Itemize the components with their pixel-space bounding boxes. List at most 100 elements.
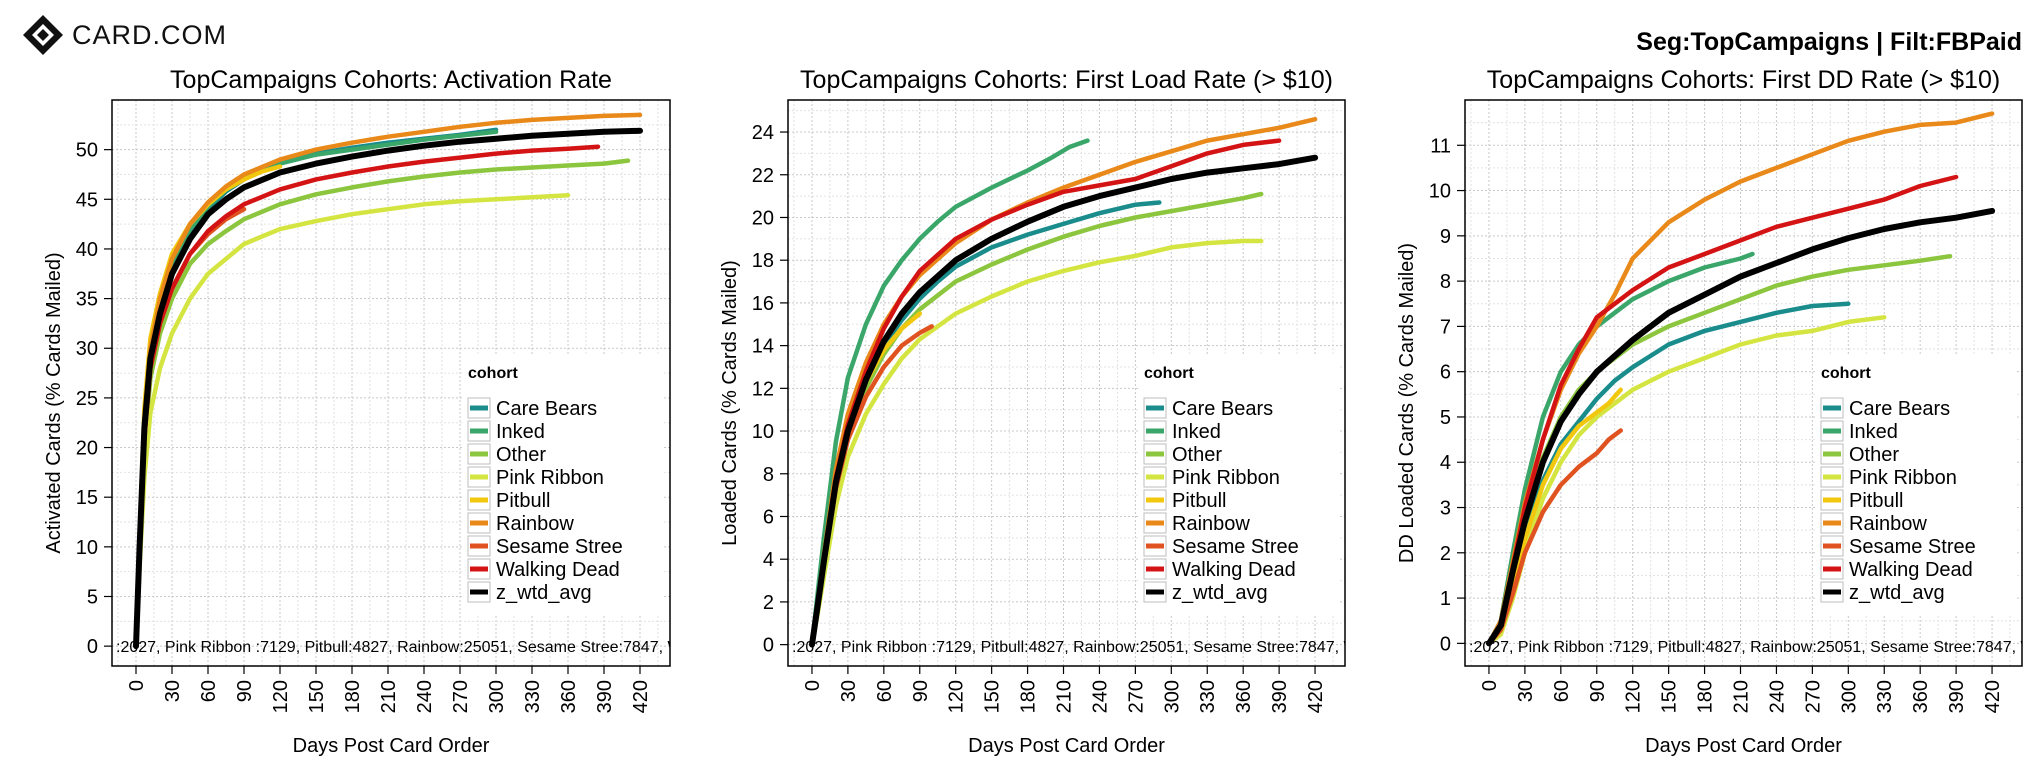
legend-key-box [1143,397,1167,419]
y-tick-label: 11 [1430,135,1451,157]
y-tick-label: 5 [1440,407,1451,429]
legend-key-box [1143,535,1167,557]
x-tick-label: 30 [162,680,184,702]
legend-key-box [467,581,491,603]
legend-item-label: Sesame Stree [1849,536,1976,558]
legend-key-box [1820,489,1844,511]
chart-title: TopCampaigns Cohorts: Activation Rate [170,66,612,94]
y-tick-label: 5 [87,586,98,608]
legend-item-label: Rainbow [1172,513,1250,535]
x-tick-label: 150 [306,680,328,713]
y-tick-label: 14 [752,336,774,358]
legend-item-label: Inked [1172,421,1221,443]
legend-key-box [1820,420,1844,442]
legend-title: cohort [1144,365,1194,382]
plot-border [1464,99,2023,667]
segment-filter-title: Seg:TopCampaigns | Filt:FBPaid [1636,28,2022,56]
legend-item-label: Other [1172,444,1222,466]
y-tick-label: 2 [1440,543,1451,565]
x-tick-label: 210 [378,680,400,713]
x-tick-label: 390 [594,680,616,713]
x-tick-label: 420 [1305,680,1327,713]
series-line-z-wtd-avg [133,127,643,650]
series-lines [809,116,1319,648]
legend-key-box [1820,443,1844,465]
x-tick-label: 360 [1233,680,1255,713]
x-tick-label: 0 [126,680,148,691]
plot-border [111,99,671,667]
y-tick-label: 40 [76,239,98,261]
y-tick-label: 50 [76,140,98,162]
legend-item-label: Pitbull [1849,490,1903,512]
y-tick-label: 16 [752,293,774,315]
x-tick-label: 300 [1838,680,1860,713]
x-tick-label: 240 [414,680,436,713]
series-line-pink-ribbon [809,238,1264,647]
y-tick-label: 25 [76,388,98,410]
cohort-size-footnote: :2027, Pink Ribbon :7129, Pitbull:4827, … [792,639,1359,656]
plot-border [787,99,1346,667]
y-tick-label: 0 [763,635,774,657]
x-axis-label: Days Post Card Order [968,735,1165,757]
legend-key-box [1820,581,1844,603]
legend-key-box [1143,466,1167,488]
y-tick-label: 6 [763,506,774,528]
logo-text: CARD.COM [72,19,227,50]
legend-item-label: Pink Ribbon [1849,467,1957,489]
legend-background [1138,356,1338,616]
legend-key-box [467,489,491,511]
x-tick-label: 120 [270,680,292,713]
legend-key-box [1820,466,1844,488]
x-tick-label: 330 [1874,680,1896,713]
x-axis-label: Days Post Card Order [1645,735,1842,757]
y-tick-label: 1 [1440,588,1451,610]
x-tick-label: 180 [1695,680,1717,713]
x-tick-label: 300 [486,680,508,713]
y-tick-label: 4 [1440,452,1451,474]
legend-key-box [1820,512,1844,534]
y-tick-label: 10 [76,537,98,559]
x-tick-label: 420 [630,680,652,713]
x-tick-label: 30 [1515,680,1537,702]
x-tick-label: 360 [1910,680,1932,713]
legend-key-box [467,535,491,557]
series-line-inked [809,138,1090,647]
y-tick-label: 20 [752,207,774,229]
y-tick-label: 2 [763,592,774,614]
x-tick-label: 330 [1197,680,1219,713]
y-tick-label: 18 [752,250,774,272]
series-line-walking-dead [1486,174,1959,646]
series-line-z-wtd-avg [1486,207,1996,647]
legend-item-label: Rainbow [1849,513,1927,535]
x-axis-label: Days Post Card Order [293,735,490,757]
y-tick-label: 8 [763,464,774,486]
y-tick-label: 8 [1440,271,1451,293]
legend-key-box [1143,581,1167,603]
y-tick-label: 6 [1440,362,1451,384]
legend-item-label: z_wtd_avg [496,582,592,604]
x-tick-label: 210 [1731,680,1753,713]
series-line-z-wtd-avg [809,154,1319,648]
legend-item-label: Sesame Stree [496,536,623,558]
y-tick-label: 0 [1440,633,1451,655]
legend-key-box [467,443,491,465]
y-tick-label: 15 [76,487,98,509]
legend-key-box [1143,558,1167,580]
y-tick-label: 3 [1440,498,1451,520]
y-axis-label: DD Loaded Cards (% Cards Mailed) [1396,243,1418,563]
y-tick-label: 9 [1440,226,1451,248]
y-tick-label: 10 [1429,181,1451,203]
x-tick-label: 420 [1982,680,2004,713]
y-tick-label: 12 [752,378,774,400]
chart-title: TopCampaigns Cohorts: First DD Rate (> $… [1487,66,2000,94]
x-tick-label: 30 [838,680,860,702]
cohort-size-footnote: :2027, Pink Ribbon :7129, Pitbull:4827, … [116,639,683,656]
legend-item-label: Inked [1849,421,1898,443]
series-lines [133,112,643,650]
legend-item-label: z_wtd_avg [1172,582,1268,604]
legend-key-box [467,466,491,488]
legend-item-label: Walking Dead [496,559,620,581]
x-tick-label: 240 [1089,680,1111,713]
